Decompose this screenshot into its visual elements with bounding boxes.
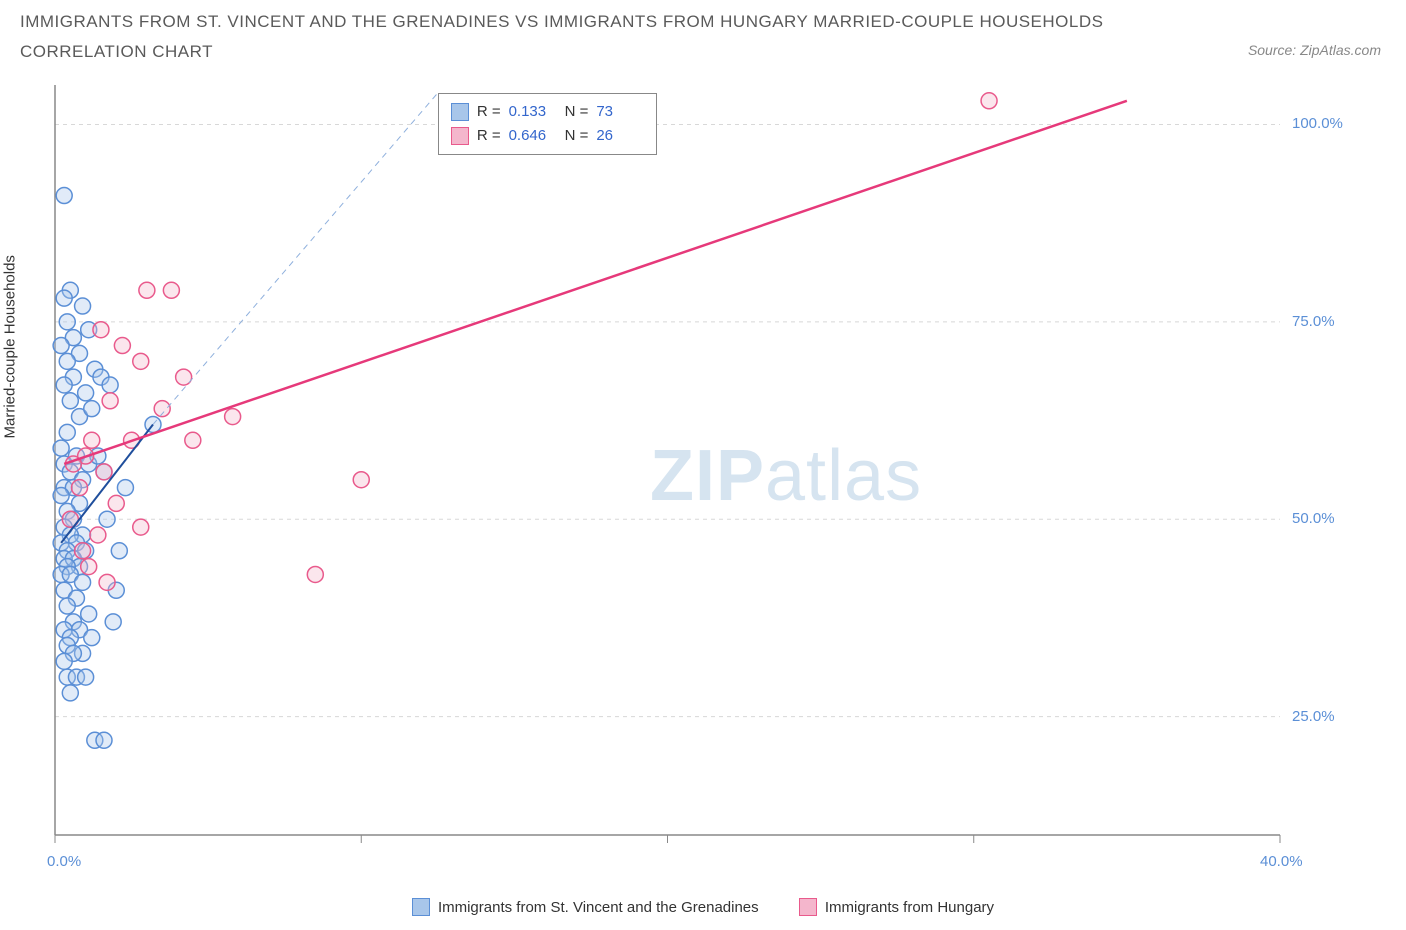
stat-n-value: 26 [596,124,644,148]
stat-r-label: R = [477,124,501,148]
source-attribution: Source: ZipAtlas.com [1248,42,1381,58]
correlation-stats-box: R = 0.133 N = 73 R = 0.646 N = 26 [438,93,658,155]
stats-row: R = 0.133 N = 73 [451,100,645,124]
stats-row: R = 0.646 N = 26 [451,124,645,148]
legend-item-series-2: Immigrants from Hungary [799,898,994,916]
stat-r-label: R = [477,100,501,124]
stat-r-value: 0.646 [509,124,557,148]
y-tick-label: 100.0% [1292,115,1343,132]
legend-label-1: Immigrants from St. Vincent and the Gren… [438,899,759,916]
chart-title-line1: IMMIGRANTS FROM ST. VINCENT AND THE GREN… [20,12,1103,32]
legend-label-2: Immigrants from Hungary [825,899,994,916]
stats-swatch [451,103,469,121]
stat-n-value: 73 [596,100,644,124]
chart-title-line2: CORRELATION CHART [20,42,213,62]
y-tick-label: 75.0% [1292,313,1335,330]
x-tick-label: 0.0% [47,853,81,870]
stat-r-value: 0.133 [509,100,557,124]
stats-swatch [451,127,469,145]
y-tick-label: 50.0% [1292,510,1335,527]
x-tick-label: 40.0% [1260,853,1303,870]
y-tick-label: 25.0% [1292,708,1335,725]
legend-item-series-1: Immigrants from St. Vincent and the Gren… [412,898,759,916]
legend-swatch-2 [799,898,817,916]
stat-n-label: N = [565,100,589,124]
scatter-chart [45,75,1380,865]
stat-n-label: N = [565,124,589,148]
legend-swatch-1 [412,898,430,916]
y-axis-label: Married-couple Households [2,255,19,438]
bottom-legend: Immigrants from St. Vincent and the Gren… [0,898,1406,920]
plot-area [45,75,1380,865]
